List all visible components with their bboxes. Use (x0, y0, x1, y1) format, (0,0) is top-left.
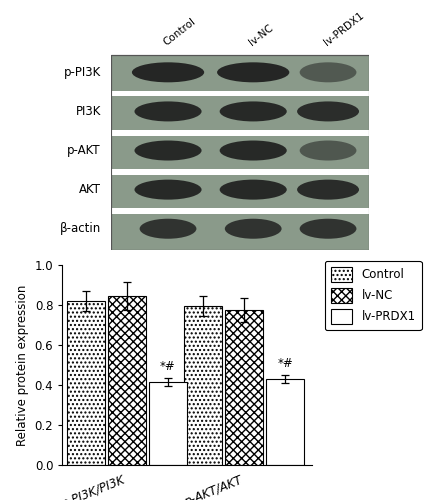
Ellipse shape (217, 62, 289, 82)
Text: lv-NC: lv-NC (247, 22, 275, 48)
Text: PI3K: PI3K (76, 105, 101, 118)
Legend: Control, lv-NC, lv-PRDX1: Control, lv-NC, lv-PRDX1 (325, 261, 421, 330)
Ellipse shape (134, 180, 202, 200)
FancyBboxPatch shape (111, 208, 369, 214)
Ellipse shape (134, 140, 202, 160)
Ellipse shape (299, 218, 356, 238)
Bar (266, 379, 304, 465)
Text: AKT: AKT (79, 183, 101, 196)
Ellipse shape (220, 140, 287, 160)
Text: p-AKT: p-AKT (67, 144, 101, 157)
Bar (67, 301, 105, 465)
Ellipse shape (299, 140, 356, 160)
Ellipse shape (132, 62, 204, 82)
Text: lv-PRDX1: lv-PRDX1 (322, 10, 366, 48)
Ellipse shape (134, 102, 202, 121)
Ellipse shape (299, 62, 356, 82)
Ellipse shape (297, 102, 359, 121)
FancyBboxPatch shape (111, 54, 369, 250)
Ellipse shape (220, 102, 287, 121)
Ellipse shape (140, 218, 196, 238)
Text: β-actin: β-actin (60, 222, 101, 235)
Bar (225, 310, 263, 465)
Text: *#: *# (160, 360, 176, 373)
Text: p-PI3K: p-PI3K (64, 66, 101, 79)
Ellipse shape (297, 180, 359, 200)
Bar (149, 382, 187, 465)
FancyBboxPatch shape (111, 169, 369, 174)
Ellipse shape (225, 218, 282, 238)
Text: Control: Control (162, 16, 198, 48)
Text: *#: *# (277, 356, 293, 370)
Bar (184, 306, 222, 465)
FancyBboxPatch shape (111, 90, 369, 96)
Y-axis label: Relative protein expression: Relative protein expression (16, 284, 29, 446)
Ellipse shape (220, 180, 287, 200)
FancyBboxPatch shape (111, 130, 369, 136)
Bar (108, 296, 146, 465)
